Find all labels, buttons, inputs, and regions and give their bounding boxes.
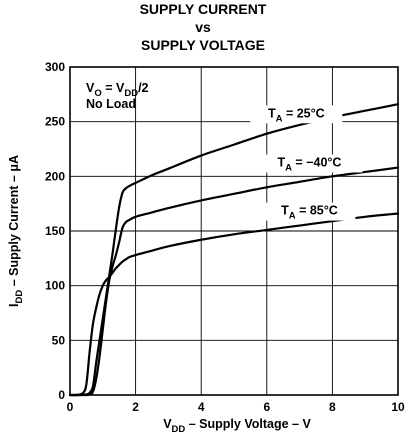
y-tick-300: 300 xyxy=(45,60,65,74)
y-axis-label: IDD – Supply Current – μA xyxy=(7,155,25,307)
condition-line-1: VO = VDD/2 xyxy=(86,81,149,99)
svg-text:TA = 85°C: TA = 85°C xyxy=(281,204,338,222)
y-tick-50: 50 xyxy=(52,333,66,347)
data-series xyxy=(68,103,400,397)
x-tick-2: 2 xyxy=(132,400,139,414)
y-tick-100: 100 xyxy=(45,279,65,293)
x-tick-labels: 0 2 4 6 8 10 xyxy=(67,400,405,414)
y-tick-0: 0 xyxy=(58,388,65,402)
title-line-2: vs xyxy=(195,19,211,35)
conditions-note: VO = VDD/2No Load xyxy=(86,81,149,111)
svg-text:TA = −40°C: TA = −40°C xyxy=(277,155,341,173)
x-tick-10: 10 xyxy=(391,400,405,414)
x-tick-0: 0 xyxy=(67,400,74,414)
series-label-ta-85c: TA = 85°C xyxy=(263,202,356,222)
y-tick-250: 250 xyxy=(45,115,65,129)
x-tick-8: 8 xyxy=(329,400,336,414)
chart-title: SUPPLY CURRENT vs SUPPLY VOLTAGE xyxy=(140,1,267,53)
y-tick-labels: 0 50 100 150 200 250 300 xyxy=(45,60,65,402)
plot-frame xyxy=(69,66,399,396)
title-line-1: SUPPLY CURRENT xyxy=(140,1,267,17)
svg-text:IDD – Supply Current – μA: IDD – Supply Current – μA xyxy=(7,155,25,307)
series-label-ta-minus-40c: TA = −40°C xyxy=(256,154,363,173)
grid xyxy=(70,67,398,395)
series-line-ta-25c xyxy=(68,103,400,397)
title-line-3: SUPPLY VOLTAGE xyxy=(141,37,265,53)
svg-text:VDD – Supply Voltage – V: VDD – Supply Voltage – V xyxy=(163,417,311,435)
series-line-ta-minus-40c xyxy=(68,166,400,397)
series-line-ta-85c xyxy=(68,212,400,397)
y-tick-150: 150 xyxy=(45,224,65,238)
x-tick-4: 4 xyxy=(198,400,205,414)
x-tick-6: 6 xyxy=(263,400,270,414)
series-labels: TA = 25°C TA = −40°C TA = 85°C xyxy=(250,105,363,222)
y-tick-200: 200 xyxy=(45,169,65,183)
series-label-ta-25c: TA = 25°C xyxy=(250,105,343,124)
x-axis-label: VDD – Supply Voltage – V xyxy=(163,417,311,435)
svg-text:TA = 25°C: TA = 25°C xyxy=(268,106,325,124)
condition-line-2: No Load xyxy=(86,97,136,111)
